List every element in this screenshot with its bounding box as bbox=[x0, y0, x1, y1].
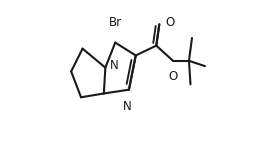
Text: N: N bbox=[110, 59, 118, 72]
Text: N: N bbox=[123, 100, 132, 113]
Text: O: O bbox=[168, 70, 178, 83]
Text: Br: Br bbox=[109, 16, 122, 29]
Text: O: O bbox=[165, 16, 174, 29]
